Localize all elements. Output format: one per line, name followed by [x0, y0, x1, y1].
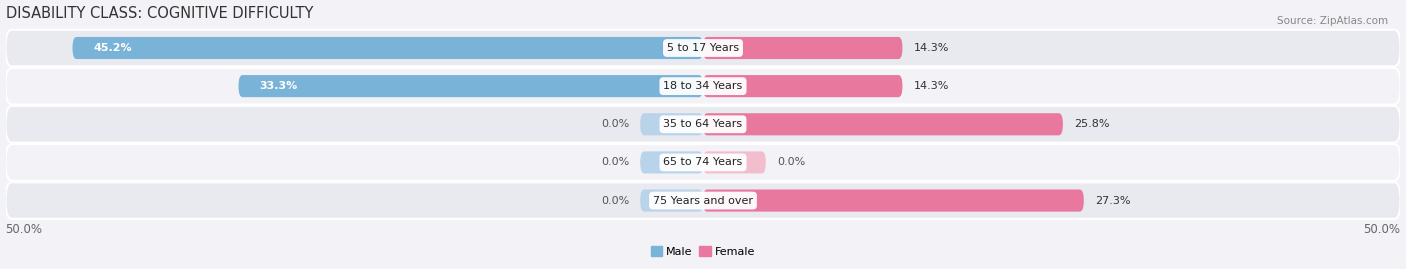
FancyBboxPatch shape — [6, 106, 1400, 143]
FancyBboxPatch shape — [640, 189, 703, 212]
Text: 35 to 64 Years: 35 to 64 Years — [664, 119, 742, 129]
Text: 14.3%: 14.3% — [914, 81, 949, 91]
FancyBboxPatch shape — [6, 182, 1400, 219]
FancyBboxPatch shape — [703, 75, 903, 97]
Legend: Male, Female: Male, Female — [647, 242, 759, 261]
FancyBboxPatch shape — [6, 30, 1400, 66]
Text: 0.0%: 0.0% — [600, 196, 628, 206]
Text: 33.3%: 33.3% — [260, 81, 298, 91]
FancyBboxPatch shape — [703, 37, 903, 59]
FancyBboxPatch shape — [703, 151, 766, 174]
FancyBboxPatch shape — [703, 113, 1063, 135]
Text: 50.0%: 50.0% — [6, 223, 42, 236]
FancyBboxPatch shape — [6, 68, 1400, 104]
Text: 25.8%: 25.8% — [1074, 119, 1109, 129]
Text: Source: ZipAtlas.com: Source: ZipAtlas.com — [1277, 16, 1388, 26]
Text: 50.0%: 50.0% — [1364, 223, 1400, 236]
Text: DISABILITY CLASS: COGNITIVE DIFFICULTY: DISABILITY CLASS: COGNITIVE DIFFICULTY — [6, 6, 314, 20]
FancyBboxPatch shape — [239, 75, 703, 97]
Text: 75 Years and over: 75 Years and over — [652, 196, 754, 206]
Text: 27.3%: 27.3% — [1095, 196, 1130, 206]
FancyBboxPatch shape — [73, 37, 703, 59]
Text: 0.0%: 0.0% — [600, 157, 628, 167]
Text: 0.0%: 0.0% — [600, 119, 628, 129]
FancyBboxPatch shape — [6, 144, 1400, 181]
Text: 0.0%: 0.0% — [778, 157, 806, 167]
FancyBboxPatch shape — [703, 189, 1084, 212]
Text: 65 to 74 Years: 65 to 74 Years — [664, 157, 742, 167]
FancyBboxPatch shape — [640, 151, 703, 174]
Text: 18 to 34 Years: 18 to 34 Years — [664, 81, 742, 91]
Text: 5 to 17 Years: 5 to 17 Years — [666, 43, 740, 53]
Text: 14.3%: 14.3% — [914, 43, 949, 53]
Text: 45.2%: 45.2% — [93, 43, 132, 53]
FancyBboxPatch shape — [640, 113, 703, 135]
